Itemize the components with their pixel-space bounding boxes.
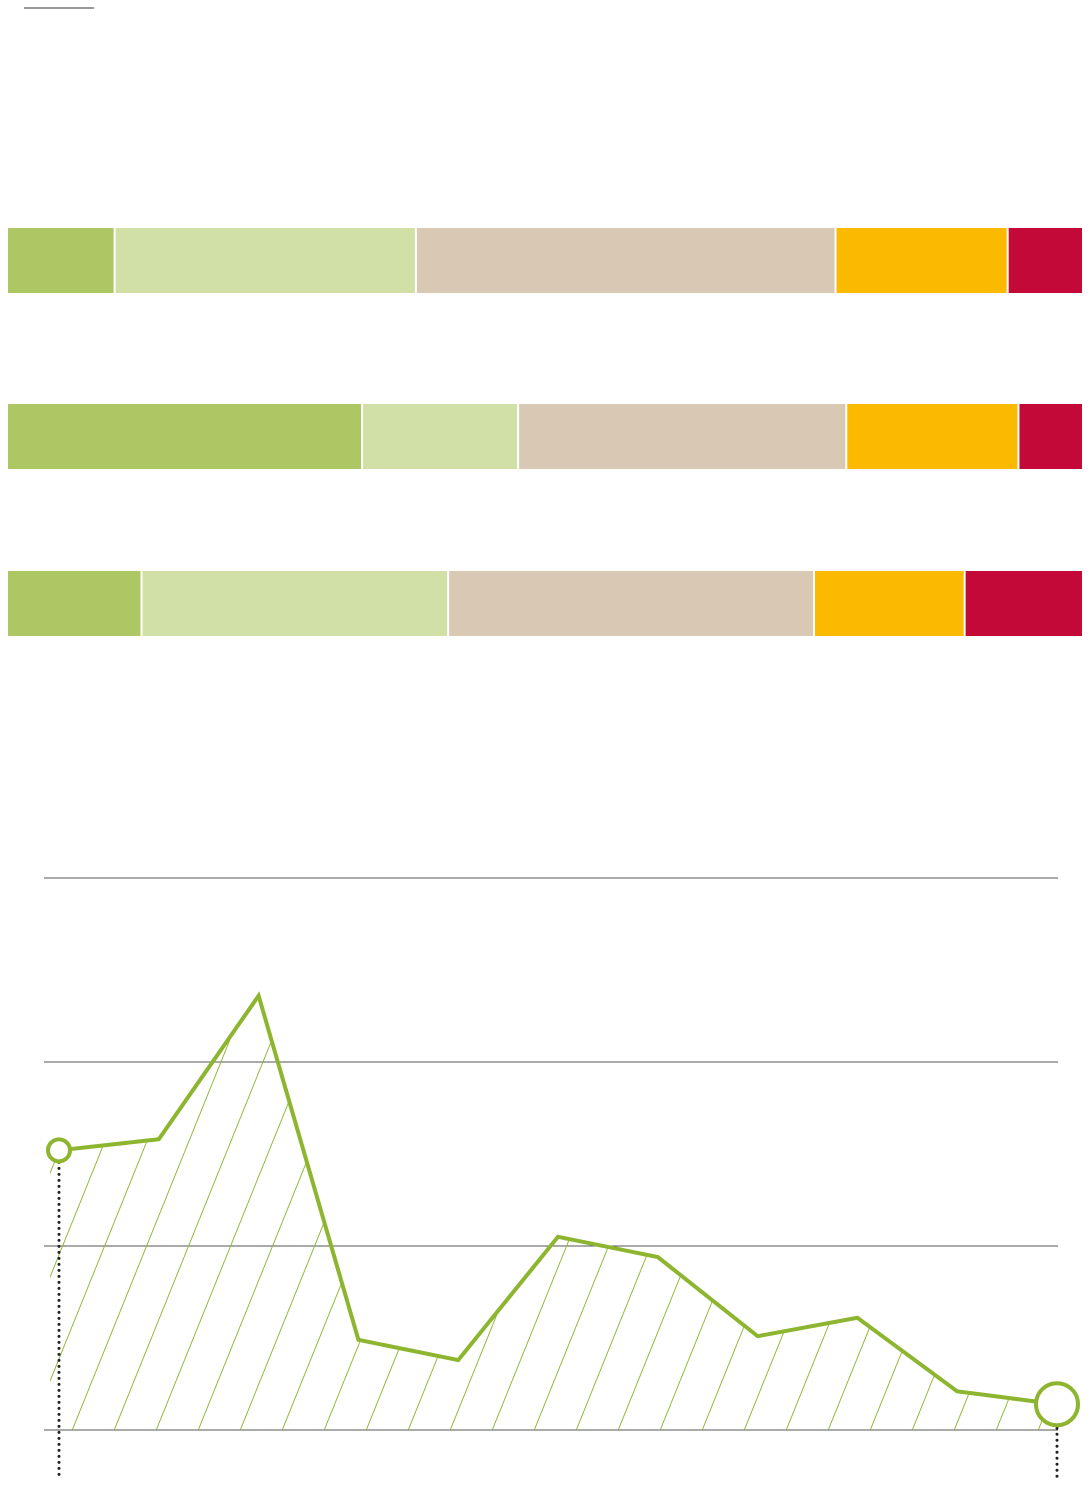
bar-segment: [416, 228, 835, 293]
bar-segment: [836, 228, 1007, 293]
bar-segment: [8, 404, 362, 469]
end-marker: [1034, 1381, 1080, 1428]
bar-segment: [363, 404, 518, 469]
line: [58, 991, 1058, 1407]
bar-segment: [8, 228, 114, 293]
bar-segment: [815, 571, 964, 636]
start-marker: [46, 1137, 72, 1164]
bar-segment: [1008, 228, 1082, 293]
bar-segment: [8, 571, 141, 636]
bar-segment: [115, 228, 415, 293]
bar-segment: [449, 571, 813, 636]
bar-segment: [142, 571, 448, 636]
bar-segment: [519, 404, 846, 469]
bar-segment: [847, 404, 1018, 469]
bar-segment: [1019, 404, 1082, 469]
bar-segment: [965, 571, 1082, 636]
area-fill: [50, 995, 1057, 1430]
